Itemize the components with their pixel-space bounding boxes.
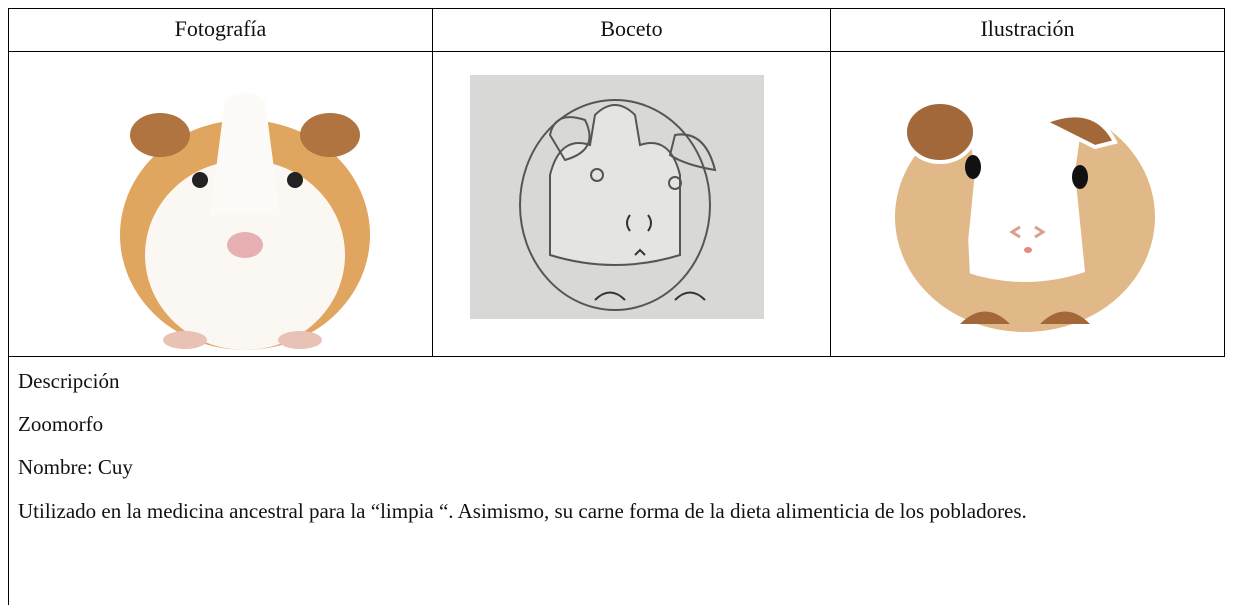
border (8, 8, 9, 605)
description-line: Zoomorfo (18, 412, 104, 436)
description-line: Utilizado en la medicina ancestral para … (18, 499, 1027, 523)
description-line: Nombre: Cuy (18, 455, 133, 479)
header: Boceto (600, 16, 663, 41)
description-title: Descripción (18, 369, 120, 393)
border (1224, 8, 1225, 357)
border (432, 8, 433, 357)
header: Fotografía (174, 16, 267, 41)
photo (120, 92, 370, 350)
sketch (470, 75, 764, 319)
border (830, 8, 831, 357)
border (8, 356, 1225, 357)
header: Ilustración (980, 16, 1075, 41)
border (8, 8, 1225, 9)
border (8, 51, 1225, 52)
illustration (895, 92, 1155, 332)
